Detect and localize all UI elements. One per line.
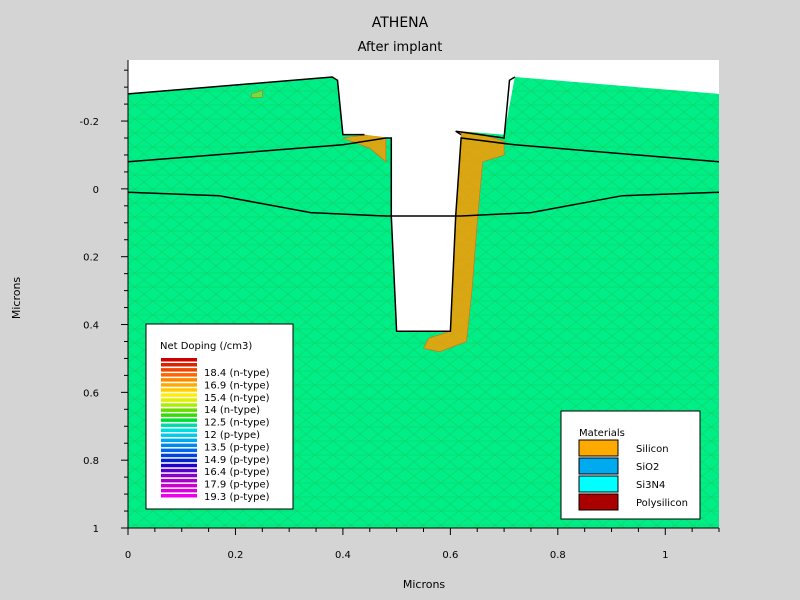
materials-legend: Materials Silicon SiO2 Si3N4 Polysilicon [560,410,701,520]
materials-legend-entries: Silicon SiO2 Si3N4 Polysilicon [578,439,688,511]
doping-swatch [161,363,197,367]
hotspot-left-corner-n [342,134,387,163]
doping-legend-title: Net Doping (/cm3) [160,341,252,352]
doping-swatch [161,403,197,407]
doping-swatch [161,373,197,377]
doping-legend-label: 16.9 (n-type) [204,380,270,391]
doping-swatch [161,378,197,382]
doping-swatch [161,433,197,437]
x-axis: 0 0.2 0.4 0.6 0.8 1 [125,528,720,561]
doping-swatch [161,398,197,402]
doping-color-scale [161,358,197,498]
y-axis: -0.2 0 0.2 0.4 0.6 0.8 1 [79,69,128,535]
material-label: Si3N4 [636,480,665,491]
boundary-surface-right [455,76,516,139]
doping-swatch [161,448,197,453]
doping-swatch [161,453,197,458]
y-tick-label: 0.6 [83,388,99,399]
y-tick-label: 0.2 [83,253,99,264]
trench [128,60,719,332]
doping-swatch [161,388,197,392]
doping-swatch [161,428,197,432]
doping-legend-label: 13.5 (p-type) [204,442,270,453]
material-label: Polysilicon [636,498,688,509]
material-swatch-silicon [578,439,619,457]
doping-legend-label: 12 (p-type) [204,430,260,441]
y-tick-label: 0.4 [83,321,99,332]
y-axis-label: Microns [10,277,23,320]
x-tick-label: 0 [125,550,131,561]
doping-legend-label: 12.5 (n-type) [204,418,270,429]
doping-legend-label: 16.4 (p-type) [204,467,270,478]
x-tick-label: 0.2 [228,550,244,561]
doping-legend-label: 17.9 (p-type) [204,480,270,491]
doping-legend-label: 18.4 (n-type) [204,368,270,379]
material-boundaries [128,76,719,333]
material-label: SiO2 [636,462,659,473]
x-tick-label: 1 [662,550,668,561]
y-tick-label: 0.8 [83,456,99,467]
boundary-surface-left [128,76,365,136]
plot-area [128,60,719,528]
materials-legend-title: Materials [579,428,625,439]
doping-legend-labels: 18.4 (n-type)16.9 (n-type)15.4 (n-type)1… [204,368,270,503]
doping-swatch [161,463,197,468]
material-swatch-si3n4 [578,475,619,493]
doping-swatch [161,478,197,483]
boundary-oxide-interface [128,137,719,333]
x-axis-label: Microns [403,578,446,591]
doping-legend: Net Doping (/cm3) 18.4 (n-type)16.9 (n-t… [145,323,294,510]
doping-swatch [161,383,197,387]
x-tick-label: 0.4 [335,550,351,561]
top-void [128,60,719,94]
doping-swatch [161,358,197,362]
doping-swatch [161,393,197,397]
x-tick-label: 0.6 [442,550,458,561]
doping-swatch [161,488,197,493]
doping-swatch [161,418,197,422]
doping-legend-label: 19.3 (p-type) [204,492,270,503]
doping-swatch [161,423,197,427]
doping-swatch [161,458,197,463]
doping-swatch [161,413,197,417]
material-label: Silicon [636,444,669,455]
material-swatch-polysilicon [578,493,619,511]
chart-subtitle: After implant [358,40,443,55]
hotspot-small-speck [251,90,263,98]
doping-swatch [161,438,197,443]
doping-swatch [161,473,197,478]
y-tick-label: 0 [93,185,99,196]
doping-swatch [161,368,197,372]
x-tick-label: 0.8 [550,550,566,561]
doping-legend-label: 14 (n-type) [204,405,260,416]
doping-swatch [161,483,197,488]
y-tick-label: 1 [93,524,99,535]
material-swatch-sio2 [578,457,619,475]
doping-swatch [161,408,197,412]
doping-swatch [161,494,197,498]
doping-swatch [161,443,197,448]
y-tick-label: -0.2 [79,117,99,128]
boundary-silicon-interface [128,191,719,217]
doping-legend-label: 15.4 (n-type) [204,393,270,404]
chart-title: ATHENA [372,15,429,31]
trench-void [332,60,521,332]
doping-legend-label: 14.9 (p-type) [204,455,270,466]
doping-swatch [161,468,197,473]
